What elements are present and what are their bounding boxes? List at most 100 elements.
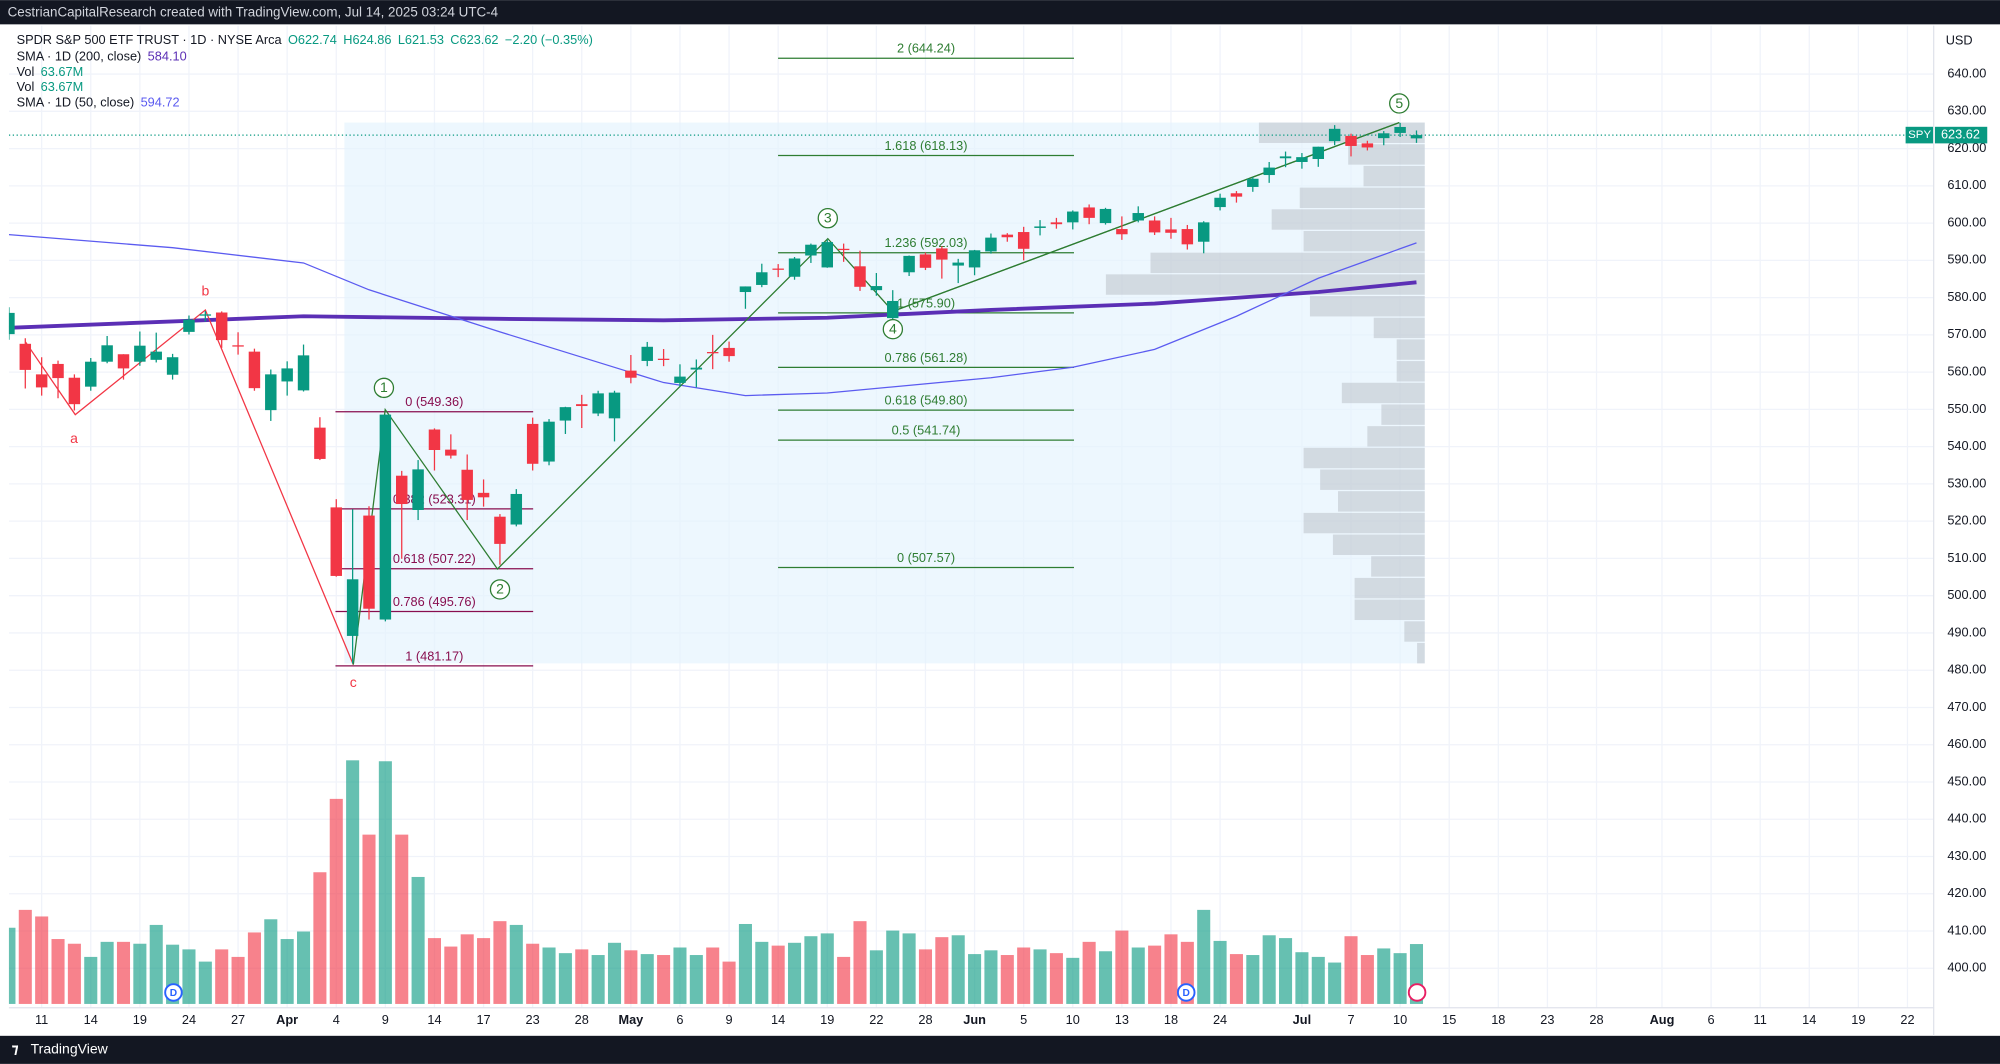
volume-bar (1344, 936, 1358, 1004)
volume-profile-row (1320, 469, 1425, 490)
volume-bar (198, 961, 212, 1004)
x-tick-label: 24 (182, 1012, 196, 1027)
candle-body (739, 286, 752, 293)
wave-circle (489, 579, 511, 600)
x-tick-label: 28 (918, 1012, 932, 1027)
y-tick-label: 640.00 (1947, 65, 1986, 80)
volume-bar (1279, 938, 1293, 1004)
symbol-tag-label: SPY (1908, 129, 1931, 141)
candle-body (1263, 167, 1275, 176)
x-tick-label: 19 (820, 1012, 834, 1027)
volume-profile-row (1354, 599, 1425, 621)
candle-body (821, 242, 834, 268)
volume-profile-row (1332, 534, 1425, 555)
y-tick-label: 470.00 (1947, 699, 1986, 714)
volume-bar (640, 954, 654, 1004)
candle-body (870, 286, 883, 291)
x-tick-label: 9 (726, 1012, 733, 1027)
volume-bar (689, 955, 703, 1004)
x-tick-label: 15 (1442, 1012, 1456, 1027)
candle-body (1050, 222, 1063, 225)
wave-label: 2 (496, 581, 504, 597)
indicator-value: 594.72 (141, 95, 180, 110)
candle-body (248, 351, 261, 389)
candle-body (887, 300, 899, 319)
volume-bar (1246, 955, 1260, 1004)
candle-body (690, 367, 703, 370)
volume-bar (1115, 930, 1129, 1004)
fib-label: 2 (644.24) (897, 41, 955, 56)
x-tick-label: 7 (1347, 1012, 1354, 1027)
volume-bar (673, 947, 687, 1004)
volume-bar (1049, 953, 1063, 1004)
y-tick-label: 520.00 (1947, 513, 1986, 528)
volume-profile-row (1303, 447, 1425, 469)
candle-body (805, 244, 817, 256)
candle-body (723, 347, 735, 357)
x-tick-label: 14 (771, 1012, 785, 1027)
x-tick-label: 14 (84, 1012, 98, 1027)
x-tick-label: Jul (1293, 1012, 1311, 1027)
candle-body (1312, 146, 1325, 160)
y-tick-label: 600.00 (1947, 214, 1986, 229)
volume-bar (149, 924, 163, 1004)
x-tick-label: 13 (1115, 1012, 1129, 1027)
volume-bar (8, 927, 16, 1004)
price-tag-label: 623.62 (1941, 126, 1980, 141)
volume-bar (1328, 962, 1342, 1004)
symbol-tag (1905, 126, 1934, 144)
volume-bar (1360, 955, 1374, 1004)
event-marker (1176, 983, 1196, 1002)
fib-label: 0 (507.57) (897, 550, 955, 565)
volume-bar (1311, 956, 1325, 1004)
fib-label: 0.786 (561.28) (885, 350, 968, 365)
candle-body (674, 376, 686, 383)
candle-body (706, 352, 719, 354)
candle-body (363, 515, 375, 609)
candle-body (19, 343, 32, 370)
volume-bar (477, 938, 491, 1004)
volume-bar (313, 872, 327, 1004)
volume-bar (395, 834, 409, 1004)
volume-bar (264, 919, 278, 1004)
y-tick-label: 540.00 (1947, 438, 1986, 453)
price-tag (1934, 126, 1988, 144)
volume-bar (182, 949, 196, 1004)
volume-bar (853, 921, 867, 1004)
volume-bar (738, 923, 752, 1004)
volume-bar (280, 939, 294, 1004)
candle-body (117, 354, 130, 369)
ohlc-value: −2.20 (−0.35%) (505, 32, 593, 47)
candle-body (215, 312, 228, 341)
fib-label: 0.618 (507.22) (393, 551, 476, 566)
x-tick-label: 28 (575, 1012, 589, 1027)
candle-body (1001, 234, 1014, 238)
wave-label: c (350, 674, 357, 690)
candle-body (52, 363, 64, 379)
x-tick-label: 19 (133, 1012, 147, 1027)
x-tick-label: 18 (1491, 1012, 1505, 1027)
volume-profile-row (1396, 361, 1425, 382)
volume-bar (591, 955, 605, 1004)
y-tick-label: 560.00 (1947, 364, 1986, 379)
currency-label: USD (1946, 32, 1973, 47)
x-tick-label: 10 (1393, 1012, 1407, 1027)
candle-body (1017, 232, 1030, 249)
candle-body (1394, 126, 1406, 133)
x-tick-label: 28 (1589, 1012, 1603, 1027)
candle-body (952, 262, 964, 266)
volume-bar (133, 943, 147, 1004)
earnings-marker (1407, 983, 1427, 1002)
candle-body (559, 407, 572, 421)
bottom-bar (0, 1035, 2000, 1064)
volume-profile-row (1309, 296, 1425, 317)
volume-bar (1197, 909, 1211, 1004)
sma-line (8, 280, 1417, 330)
candle-body (854, 266, 866, 287)
y-tick-label: 450.00 (1947, 773, 1986, 788)
candle-body (134, 345, 146, 362)
x-tick-label: 5 (1020, 1012, 1027, 1027)
event-label: D (170, 988, 177, 999)
candle-body (379, 414, 392, 620)
indicator-legend: Vol 63.67M (17, 64, 84, 79)
